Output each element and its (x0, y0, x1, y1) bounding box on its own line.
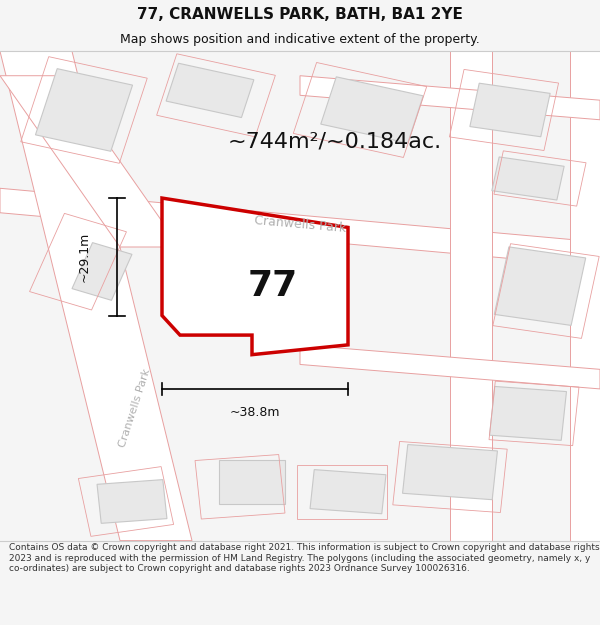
Polygon shape (72, 242, 132, 301)
Polygon shape (450, 51, 492, 541)
Polygon shape (310, 469, 386, 514)
Polygon shape (166, 63, 254, 118)
Polygon shape (470, 83, 550, 137)
Polygon shape (321, 77, 423, 143)
Polygon shape (0, 51, 192, 541)
Polygon shape (300, 345, 600, 389)
Polygon shape (490, 386, 566, 441)
Text: Cranwells Park: Cranwells Park (118, 368, 152, 449)
Polygon shape (494, 247, 586, 326)
Polygon shape (219, 460, 285, 504)
Text: ~38.8m: ~38.8m (230, 406, 280, 419)
Text: 77, CRANWELLS PARK, BATH, BA1 2YE: 77, CRANWELLS PARK, BATH, BA1 2YE (137, 7, 463, 22)
Polygon shape (174, 217, 264, 262)
Text: Contains OS data © Crown copyright and database right 2021. This information is : Contains OS data © Crown copyright and d… (9, 543, 599, 573)
Polygon shape (0, 76, 180, 247)
Text: 77: 77 (248, 269, 298, 303)
Polygon shape (97, 479, 167, 523)
Text: Map shows position and indicative extent of the property.: Map shows position and indicative extent… (120, 34, 480, 46)
Text: Cranwells Park: Cranwells Park (254, 214, 346, 236)
Polygon shape (492, 157, 564, 200)
Polygon shape (403, 444, 497, 499)
Text: ~744m²/~0.184ac.: ~744m²/~0.184ac. (228, 132, 442, 152)
Polygon shape (570, 51, 600, 541)
Text: ~29.1m: ~29.1m (77, 232, 91, 282)
Polygon shape (162, 198, 348, 354)
Polygon shape (35, 69, 133, 151)
Polygon shape (300, 76, 600, 120)
Polygon shape (0, 188, 600, 267)
